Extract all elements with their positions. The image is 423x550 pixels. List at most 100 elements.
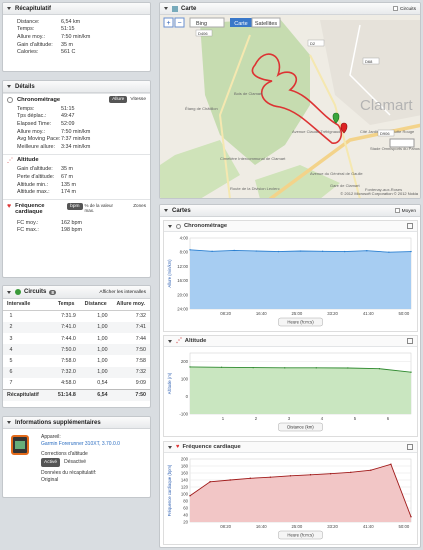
summary-value: 51:15 <box>61 26 75 33</box>
collapse-icon[interactable] <box>164 7 168 10</box>
x-axis-selector[interactable] <box>278 317 323 327</box>
device-link[interactable]: Garmin Forerunner 310XT, 3.70.0.0 <box>41 441 120 447</box>
data-point <box>220 366 223 368</box>
y-axis-label: Allure (min/km) <box>167 259 172 288</box>
laps-header[interactable]: Circuits 8 Afficher les intervalles <box>3 286 150 299</box>
road-label: D906 <box>380 131 390 136</box>
laps-cell: 7:58 <box>135 358 146 365</box>
pace-chart[interactable]: 4:00 8:00 12:00 16:00 20:00 24:00 08:20 16:40 25… <box>164 232 417 331</box>
summary-row: Gain d'altitude: 35 m <box>3 41 150 49</box>
laps-checkbox[interactable] <box>393 5 398 11</box>
show-intervals-link[interactable]: Afficher les intervalles <box>99 289 146 295</box>
x-axis-selector[interactable] <box>278 530 323 540</box>
laps-panel: Circuits 8 Afficher les intervalles Inte… <box>2 285 151 408</box>
table-row[interactable]: 1 7:31.9 1,00 7:32 <box>3 310 150 321</box>
chrono-row: Allure moy.: 7:50 min/km <box>3 128 150 136</box>
expand-icon[interactable] <box>407 444 413 450</box>
hr-chart[interactable]: 20 40 60 80 100 120 140 160 180 200 08:20 16:40 25:0… <box>164 453 417 544</box>
collapse-icon[interactable] <box>7 7 11 10</box>
charts-header[interactable]: Cartes Moyen <box>160 205 420 217</box>
table-row[interactable]: 4 7:50.0 1,00 7:50 <box>3 344 150 356</box>
altitude-chart[interactable]: -100 0 100 200 1 2 3 4 5 6 Altitude (m) Distance (k… <box>164 347 417 436</box>
laps-toggle[interactable]: Circuits <box>393 5 416 11</box>
road-label: D406 <box>198 31 208 36</box>
zoom-in-button[interactable] <box>163 17 174 28</box>
collapse-icon[interactable] <box>164 209 168 212</box>
start-pin-icon[interactable] <box>332 112 340 124</box>
y-tick-label: 20:00 <box>177 292 188 297</box>
y-tick-label: 200 <box>181 457 189 462</box>
chrono-row: Avg Moving Pace: 7:37 min/km <box>3 135 150 143</box>
map-place-label: Stade Omnisports du Panorama <box>370 146 421 151</box>
table-row[interactable]: 6 7:32.0 1,00 7:32 <box>3 366 150 379</box>
y-tick-label: -100 <box>179 412 188 417</box>
hr-rows: FC moy.: 162 bpm FC max.: 198 bpm <box>3 219 150 234</box>
finish-pin-icon[interactable] <box>340 122 348 134</box>
y-tick-label: 100 <box>181 377 189 382</box>
laps-cell: 7:44 <box>135 335 146 342</box>
data-point <box>249 477 251 479</box>
elevation-correction-off[interactable]: Désactivé <box>64 459 87 465</box>
hr-section: ♥ Fréquence cardiaque bpm % de la valeur… <box>3 198 150 219</box>
series-line <box>189 366 412 373</box>
zoom-out-button[interactable] <box>174 17 185 28</box>
collapse-icon[interactable] <box>7 421 11 424</box>
laps-cell: 9:09 <box>135 380 146 387</box>
x-axis-label: Heure (h:m:s) <box>287 320 314 325</box>
table-row[interactable]: 5 7:58.0 1,00 7:58 <box>3 355 150 366</box>
data-point <box>252 366 254 369</box>
tab-satellite-label: Satellites <box>255 21 278 27</box>
altitude-value: 135 m <box>61 181 76 188</box>
laps-column-header[interactable]: Allure moy. <box>111 299 150 311</box>
laps-column-header[interactable]: Distance <box>79 299 112 311</box>
summary-header[interactable]: Récapitulatif <box>3 3 150 15</box>
map-copyright: © 2012 Microsoft Corporation © 2012 Noki… <box>340 191 418 196</box>
chrono-label: Avg Moving Pace: <box>17 136 61 143</box>
zoom-controls[interactable]: + − <box>163 17 185 28</box>
x-axis-selector[interactable] <box>278 422 323 432</box>
expand-icon[interactable] <box>407 338 413 344</box>
road-label: D2 <box>310 41 316 46</box>
map-header[interactable]: Carte Circuits <box>160 3 420 15</box>
tab-bpm[interactable]: bpm <box>67 202 83 210</box>
tab-zones[interactable]: Zones <box>133 202 146 208</box>
tab-pace[interactable]: Allure <box>109 96 128 103</box>
x-tick-label: 3 <box>288 416 291 421</box>
road-badge <box>195 29 213 37</box>
laps-table-header: Intervalle Temps Distance Allure moy. <box>3 299 150 311</box>
clock-icon <box>7 96 13 103</box>
extra-info-header[interactable]: Informations supplémentaires <box>3 417 150 429</box>
x-tick-label: 41:40 <box>363 524 374 529</box>
table-row[interactable]: 2 7:41.0 1,00 7:41 <box>3 321 150 333</box>
laps-column-header[interactable]: Temps <box>52 299 80 311</box>
chrono-value: 3:34 min/km <box>61 143 91 150</box>
elevation-correction-on[interactable]: Activé <box>41 458 61 467</box>
laps-cell: 1,00 <box>79 344 112 356</box>
collapse-icon[interactable] <box>7 290 11 294</box>
tab-speed[interactable]: Vitesse <box>130 97 146 102</box>
expand-icon[interactable] <box>407 223 413 229</box>
tab-pct-max[interactable]: % de la valeur max. <box>84 202 114 213</box>
table-row[interactable]: 7 4:58.0 0,54 9:09 <box>3 378 150 389</box>
details-header[interactable]: Détails <box>3 81 150 93</box>
altitude-value: 35 m <box>61 166 73 173</box>
laps-cell: 2 <box>3 321 53 333</box>
laps-column-header[interactable]: Intervalle <box>3 299 53 311</box>
tab-satellite[interactable] <box>251 17 281 28</box>
laps-summary-row[interactable]: Récapitulatif 51:14.8 6,54 7:50 <box>3 388 150 401</box>
data-point <box>410 371 412 373</box>
data-point <box>321 250 324 253</box>
map-provider-select[interactable] <box>189 17 225 28</box>
chrono-label: Allure moy.: <box>17 128 46 135</box>
collapse-icon[interactable] <box>7 85 11 88</box>
average-checkbox[interactable] <box>394 207 400 213</box>
y-tick-label: 4:00 <box>180 236 189 241</box>
altitude-row: Perte d'altitude: 67 m <box>3 173 150 181</box>
hr-label: FC max.: <box>17 227 39 234</box>
extra-info-panel: Informations supplémentaires Appareil: G… <box>2 416 151 498</box>
average-toggle[interactable]: Moyen <box>394 207 416 213</box>
y-tick-label: 40 <box>183 513 188 518</box>
map-canvas[interactable]: + − Bing Carte Satellites Clamart Bois d… <box>160 15 421 199</box>
table-row[interactable]: 3 7:44.0 1,00 7:44 <box>3 333 150 344</box>
tab-map[interactable] <box>230 18 252 27</box>
